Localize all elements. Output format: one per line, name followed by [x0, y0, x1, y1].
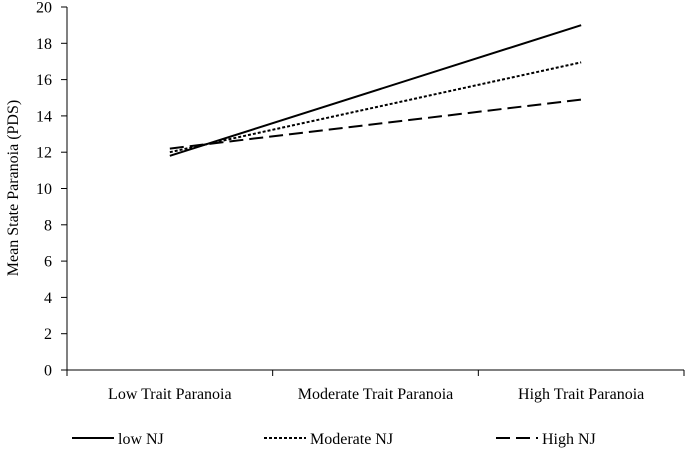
series-line-2	[169, 61, 582, 154]
legend-label: Moderate NJ	[310, 431, 393, 448]
y-tick-label: 14	[36, 108, 52, 125]
y-tick-label: 8	[44, 217, 52, 234]
legend-label: High NJ	[542, 431, 596, 448]
legend: low NJ Moderate NJ High NJ	[72, 431, 596, 448]
x-category-label: Moderate Trait Paranoia	[298, 386, 454, 403]
x-category-label: High Trait Paranoia	[518, 386, 644, 403]
x-axis-ticks: Low Trait Paranoia Moderate Trait Paranoi…	[66, 370, 685, 403]
y-tick-label: 4	[44, 290, 52, 307]
series-line-1	[169, 24, 582, 157]
y-tick-label: 18	[36, 36, 52, 53]
y-axis-ticks: 0 2 4 6 8 10 12 14 16 18 20	[36, 0, 67, 380]
series-lines	[169, 24, 582, 157]
y-tick-label: 2	[44, 326, 52, 343]
y-tick-label: 12	[36, 145, 52, 162]
x-category-label: Low Trait Paranoia	[108, 386, 232, 403]
y-tick-label: 10	[36, 181, 52, 198]
y-tick-label: 20	[36, 0, 52, 17]
chart-axes	[66, 7, 684, 371]
y-tick-label: 6	[44, 254, 52, 271]
series-line-3	[169, 98, 582, 150]
y-tick-label: 16	[36, 72, 52, 89]
legend-label: low NJ	[118, 431, 164, 448]
y-axis-title: Mean State Paranoia (PDS)	[5, 100, 22, 276]
y-tick-label: 0	[44, 363, 52, 380]
